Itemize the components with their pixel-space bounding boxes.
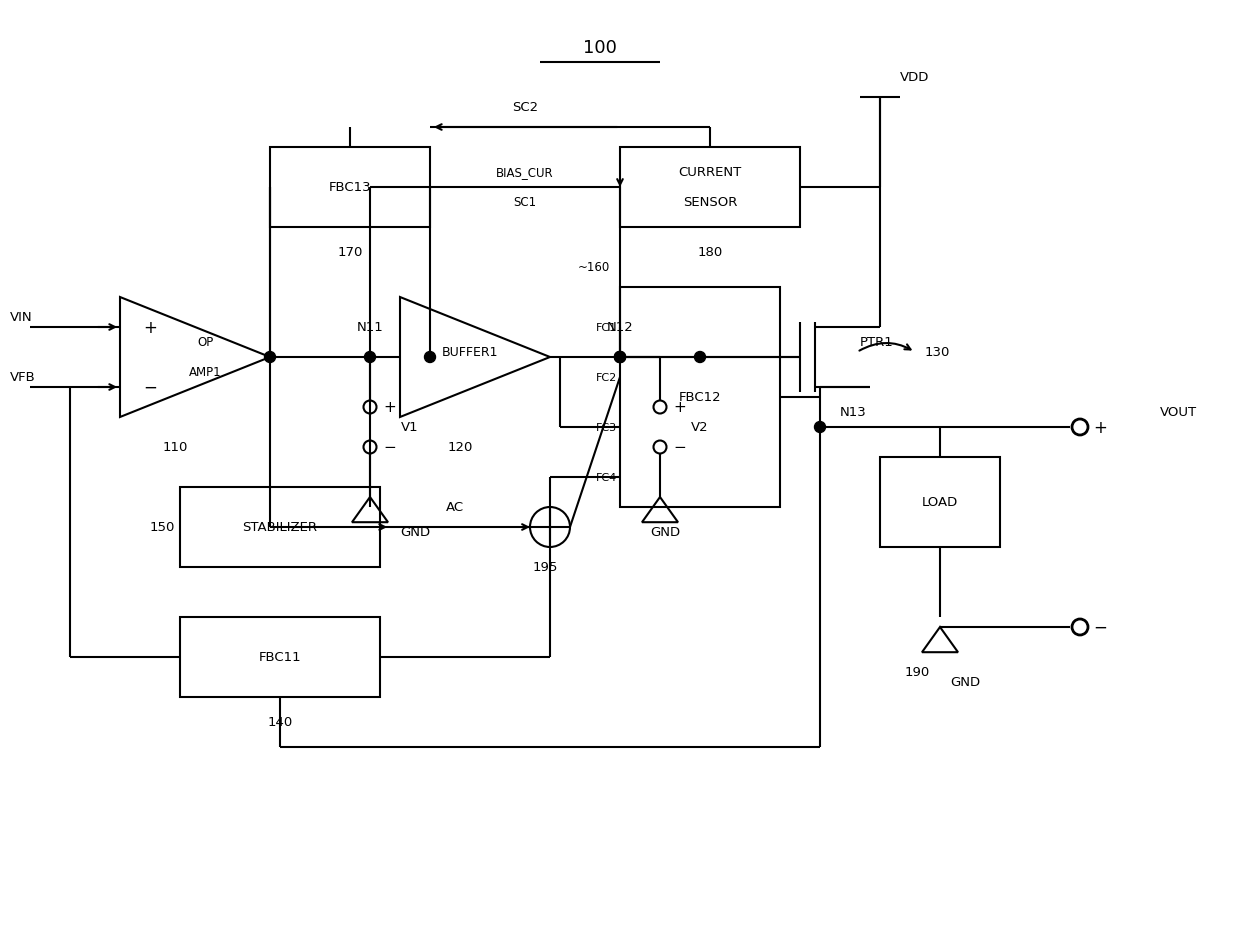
Circle shape: [424, 352, 435, 363]
Text: −: −: [383, 440, 397, 455]
Bar: [180, 488, 379, 567]
Circle shape: [815, 422, 826, 433]
Bar: [880, 458, 999, 548]
Bar: [270, 147, 430, 228]
Text: N11: N11: [357, 321, 383, 334]
Circle shape: [615, 352, 625, 363]
Text: −: −: [1094, 618, 1107, 636]
Text: 140: 140: [268, 716, 293, 729]
Text: GND: GND: [401, 526, 430, 539]
Text: AC: AC: [446, 501, 464, 514]
Bar: [620, 147, 800, 228]
Text: STABILIZER: STABILIZER: [243, 521, 317, 534]
Text: LOAD: LOAD: [921, 496, 959, 509]
Text: FC2: FC2: [595, 373, 618, 383]
Text: +: +: [143, 319, 157, 337]
Text: FC4: FC4: [595, 473, 618, 482]
Text: 180: 180: [697, 247, 723, 260]
Text: BIAS_CUR: BIAS_CUR: [496, 166, 554, 179]
Text: FBC11: FBC11: [259, 651, 301, 664]
Text: 170: 170: [337, 247, 362, 260]
Text: VFB: VFB: [10, 371, 36, 384]
Text: ~160: ~160: [578, 261, 610, 274]
Text: OP: OP: [197, 337, 213, 349]
Text: 195: 195: [532, 561, 558, 574]
Text: 130: 130: [925, 346, 950, 359]
Circle shape: [615, 352, 625, 363]
Text: SC1: SC1: [513, 197, 537, 210]
Text: 110: 110: [162, 441, 187, 454]
Text: FC1: FC1: [596, 323, 618, 333]
Text: VDD: VDD: [900, 71, 929, 84]
Text: FBC12: FBC12: [678, 391, 722, 404]
Text: BUFFER1: BUFFER1: [441, 346, 498, 359]
Text: SC2: SC2: [512, 101, 538, 114]
Text: 190: 190: [905, 666, 930, 679]
Text: 100: 100: [583, 39, 618, 57]
Text: N12: N12: [606, 321, 634, 334]
Text: AMP1: AMP1: [188, 366, 221, 379]
Circle shape: [264, 352, 275, 363]
Text: 150: 150: [150, 521, 175, 534]
Text: FBC13: FBC13: [329, 182, 371, 195]
Text: 120: 120: [448, 441, 472, 454]
Text: VOUT: VOUT: [1159, 406, 1197, 419]
Text: VIN: VIN: [10, 311, 32, 324]
Text: GND: GND: [950, 676, 980, 689]
Text: V2: V2: [691, 421, 709, 434]
Text: −: −: [673, 440, 687, 455]
Text: +: +: [383, 400, 397, 415]
Text: +: +: [673, 400, 687, 415]
Text: −: −: [143, 378, 157, 397]
Circle shape: [694, 352, 706, 363]
Text: N13: N13: [839, 406, 867, 419]
Circle shape: [615, 352, 625, 363]
Text: PTR1: PTR1: [861, 337, 894, 349]
Text: GND: GND: [650, 526, 680, 539]
Text: V1: V1: [402, 421, 419, 434]
Bar: [180, 617, 379, 697]
Text: SENSOR: SENSOR: [683, 197, 738, 210]
Text: CURRENT: CURRENT: [678, 166, 742, 179]
Text: +: +: [1094, 419, 1107, 437]
Text: FC3: FC3: [596, 423, 618, 433]
Circle shape: [365, 352, 376, 363]
Bar: [620, 287, 780, 507]
